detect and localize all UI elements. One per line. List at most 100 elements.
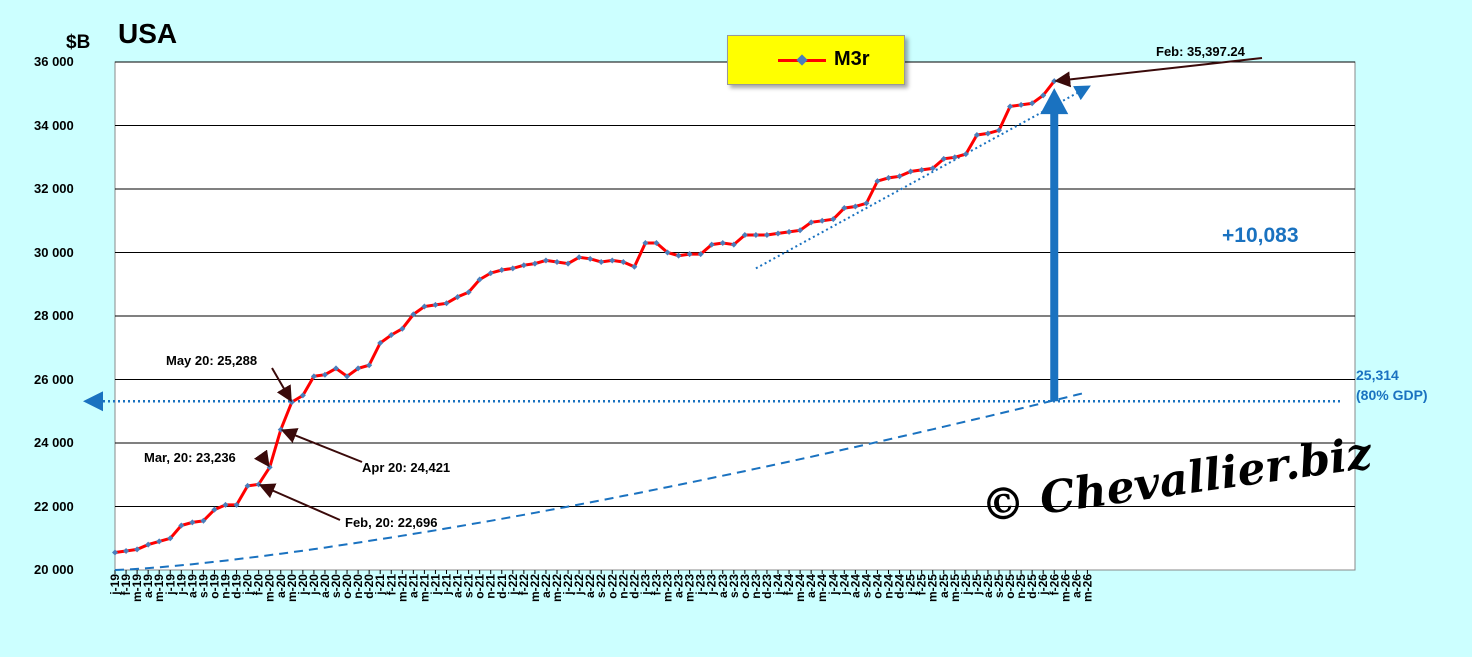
x-tick-label: j-20 xyxy=(307,574,321,596)
x-tick-label: m-21 xyxy=(417,574,431,602)
annotation-arrow xyxy=(1054,57,1263,88)
data-point xyxy=(819,217,826,224)
data-point xyxy=(167,535,174,542)
y-tick-label: 20 000 xyxy=(34,562,74,577)
reference-note: (80% GDP) xyxy=(1356,387,1428,403)
data-point xyxy=(741,232,748,239)
annotation-arrows xyxy=(253,57,1263,521)
x-tick-label: a-20 xyxy=(318,574,332,598)
x-tick-label: a-19 xyxy=(141,574,155,598)
x-tick-label: j-19 xyxy=(163,574,177,596)
y-tick-label: 22 000 xyxy=(34,498,74,514)
x-tick-label: j-22 xyxy=(506,574,520,596)
data-point xyxy=(178,522,185,529)
data-point xyxy=(896,173,903,180)
x-tick-label: j-23 xyxy=(694,574,708,596)
x-tick-label: a-25 xyxy=(981,574,995,598)
data-point xyxy=(708,241,715,248)
reference-label: 25,314 (80% GDP) xyxy=(1356,365,1428,405)
x-tick-label: f-21 xyxy=(384,574,398,596)
x-tick-label: f-20 xyxy=(252,574,266,596)
x-tick-label: d-23 xyxy=(760,574,774,599)
x-tick-label: j-22 xyxy=(572,574,586,596)
annotation-mar-20: Mar, 20: 23,236 xyxy=(144,450,236,465)
data-point xyxy=(697,251,704,258)
data-point xyxy=(1007,103,1014,110)
x-tick-label: s-22 xyxy=(594,574,608,598)
data-point xyxy=(531,260,538,267)
x-tick-label: s-24 xyxy=(859,574,873,598)
data-point xyxy=(973,132,980,139)
data-point xyxy=(498,266,505,273)
data-point xyxy=(410,311,417,318)
data-point xyxy=(344,373,351,380)
data-point xyxy=(432,301,439,308)
data-point xyxy=(631,263,638,270)
change-label: +10,083 xyxy=(1222,224,1299,247)
annotation-feb-20: Feb, 20: 22,696 xyxy=(345,515,438,530)
x-tick-label: d-25 xyxy=(1025,574,1039,599)
x-tick-label: m-22 xyxy=(528,574,542,602)
legend-marker xyxy=(796,54,808,66)
legend-label: M3r xyxy=(834,48,870,70)
data-point xyxy=(565,260,572,267)
x-tick-label: a-23 xyxy=(716,574,730,598)
reference-value: 25,314 xyxy=(1356,367,1399,383)
data-point xyxy=(421,303,428,310)
data-point xyxy=(830,216,837,223)
grid-lines xyxy=(115,61,1355,507)
data-point xyxy=(487,270,494,277)
x-tick-label: m-25 xyxy=(926,574,940,602)
annotation-may-20: May 20: 25,288 xyxy=(166,353,258,368)
x-tick-label: j-19 xyxy=(174,574,188,596)
data-point xyxy=(620,259,627,266)
x-tick-label: s-23 xyxy=(727,574,741,598)
data-point xyxy=(962,151,969,158)
y-tick-label: 36 000 xyxy=(34,54,74,69)
x-tick-label: o-19 xyxy=(207,574,221,599)
x-tick-label: j-19 xyxy=(108,574,122,596)
data-point xyxy=(598,259,605,266)
data-point xyxy=(996,127,1002,134)
x-tick-label: a-26 xyxy=(1069,574,1083,598)
data-point xyxy=(786,228,793,235)
x-tick-label: m-23 xyxy=(661,574,675,602)
x-tick-label: m-26 xyxy=(1080,574,1094,602)
data-point xyxy=(520,262,527,269)
y-tick-label: 28 000 xyxy=(34,308,74,323)
x-tick-label: d-21 xyxy=(495,574,509,599)
x-tick-label: d-19 xyxy=(230,574,244,599)
increase-arrow-head xyxy=(1040,88,1069,115)
x-tick-label: j-25 xyxy=(970,574,984,596)
x-tick-label: n-22 xyxy=(616,574,630,599)
data-point xyxy=(797,227,804,234)
x-tick-label: a-23 xyxy=(672,574,686,598)
x-tick-label: d-22 xyxy=(627,574,641,599)
x-tick-label: o-25 xyxy=(1003,574,1017,599)
annotation-arrow xyxy=(258,483,341,521)
x-tick-label: f-26 xyxy=(1047,574,1061,596)
data-point xyxy=(907,168,914,175)
data-point xyxy=(730,241,737,248)
y-tick-label: 34 000 xyxy=(34,117,74,133)
x-tick-label: m-21 xyxy=(395,574,409,602)
data-point xyxy=(642,239,649,246)
data-point xyxy=(752,232,759,239)
x-tick-label: a-24 xyxy=(848,574,862,598)
x-tick-label: m-24 xyxy=(815,574,829,602)
data-point xyxy=(554,259,560,266)
annotation-feb-26: Feb: 35,397.24 xyxy=(1156,44,1245,59)
x-tick-label: a-22 xyxy=(539,574,553,598)
data-point xyxy=(576,254,583,261)
data-point xyxy=(123,547,130,554)
data-point xyxy=(984,130,991,137)
x-tick-label: j-25 xyxy=(904,574,918,596)
data-point xyxy=(145,541,152,548)
series-lines xyxy=(83,78,1340,571)
x-tick-label: d-20 xyxy=(362,574,376,599)
data-point xyxy=(675,252,682,259)
data-point xyxy=(808,219,815,226)
x-tick-label: f-19 xyxy=(119,574,133,596)
x-tick-label: a-21 xyxy=(451,574,465,598)
x-tick-label: j-20 xyxy=(241,574,255,596)
